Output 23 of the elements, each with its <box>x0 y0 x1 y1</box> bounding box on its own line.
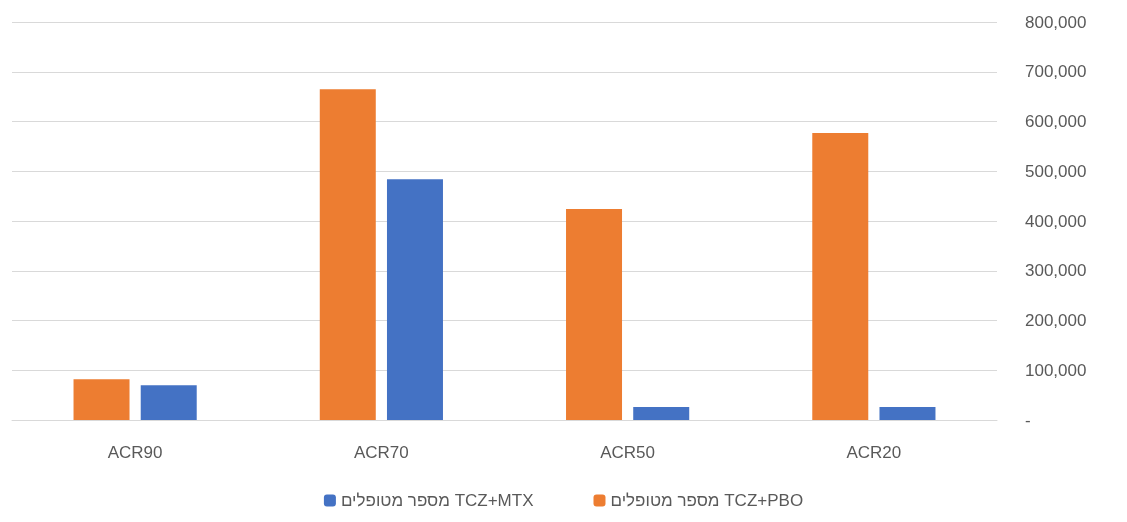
x-tick-label: ACR50 <box>600 443 656 462</box>
bar <box>73 379 130 420</box>
bar <box>633 407 690 420</box>
y-tick-label: 700,000 <box>1025 62 1087 82</box>
y-tick-label: 500,000 <box>1025 161 1087 181</box>
y-tick-label: 800,000 <box>1025 12 1087 32</box>
bar <box>386 179 443 420</box>
legend-label: מספר מטופלים TCZ+PBO <box>610 491 804 510</box>
x-tick-label: ACR90 <box>107 443 163 462</box>
legend-label: מספר מטופלים TCZ+MTX <box>340 491 534 510</box>
y-tick-label: 600,000 <box>1025 112 1087 131</box>
y-tick-label: - <box>1025 410 1031 430</box>
bar <box>319 89 376 420</box>
bar <box>812 132 869 420</box>
bar <box>140 385 197 420</box>
y-tick-label: 300,000 <box>1025 261 1087 281</box>
x-tick-label: ACR20 <box>846 443 902 462</box>
y-tick-label: 100,000 <box>1025 360 1087 380</box>
x-tick-label: ACR70 <box>353 443 409 462</box>
bar <box>879 407 936 420</box>
y-tick-label: 400,000 <box>1025 211 1087 231</box>
bar <box>566 209 623 420</box>
y-tick-label: 200,000 <box>1025 311 1087 330</box>
